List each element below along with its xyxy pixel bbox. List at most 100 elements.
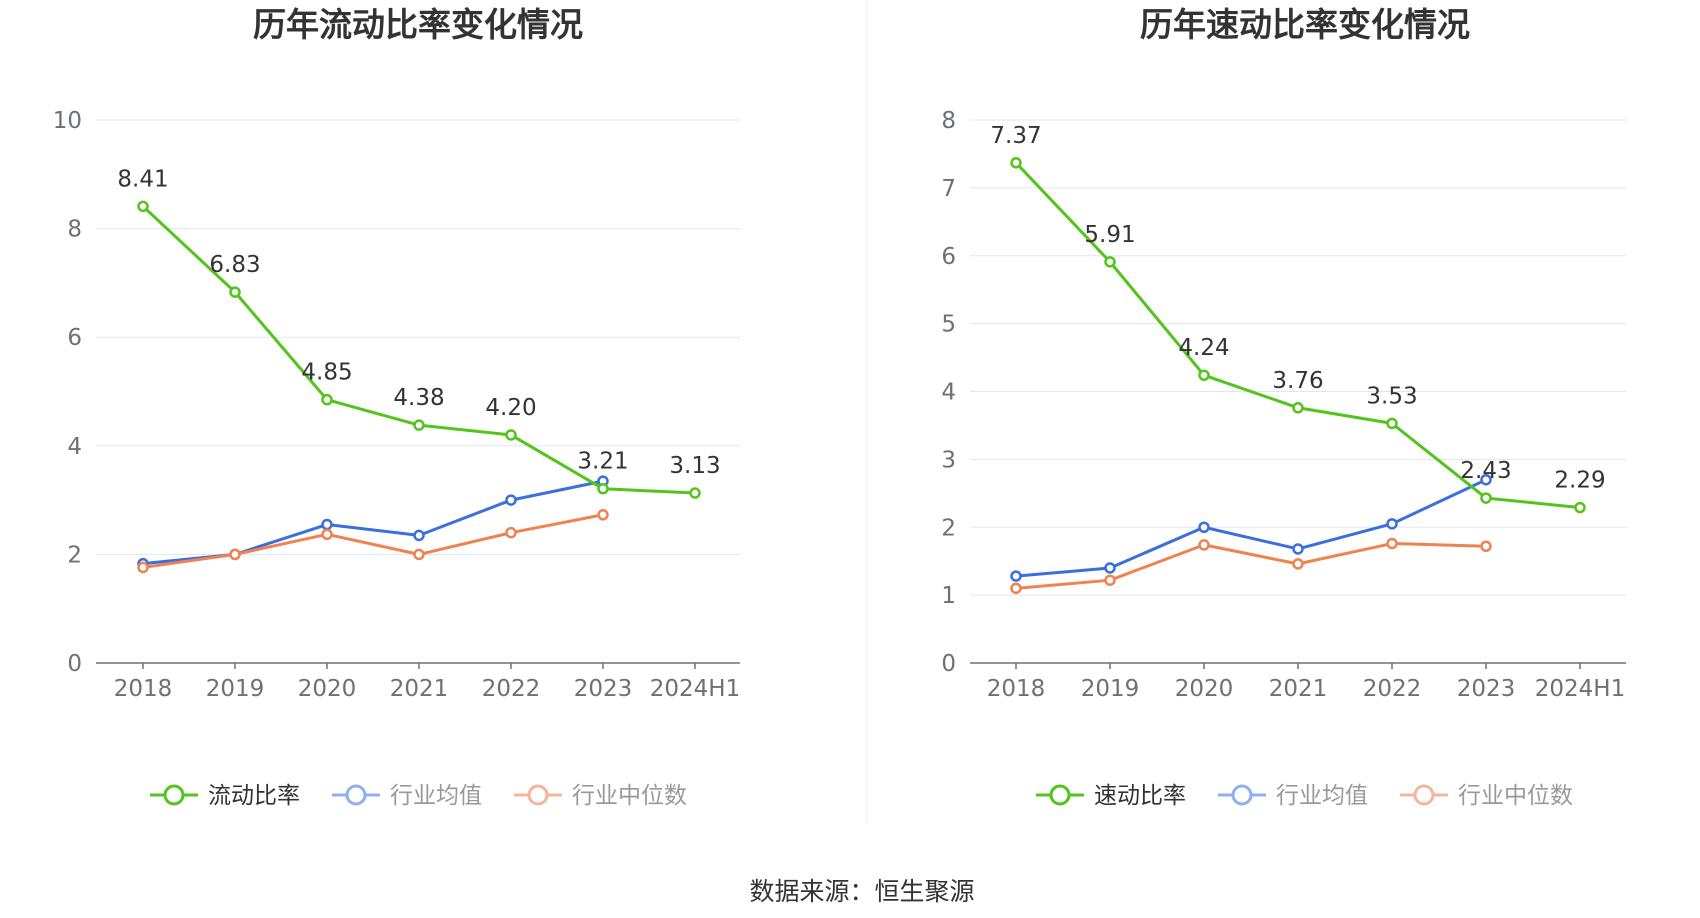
y-tick-label: 7 bbox=[941, 176, 956, 202]
data-point bbox=[1386, 417, 1398, 430]
legend-item-1[interactable]: 速动比率 bbox=[1036, 783, 1186, 809]
data-point bbox=[1010, 582, 1022, 595]
x-tick-label: 2020 bbox=[1175, 676, 1234, 702]
y-tick-label: 3 bbox=[941, 447, 956, 473]
source-note: 数据来源：恒生聚源 bbox=[749, 877, 974, 906]
x-tick-label: 2021 bbox=[1269, 676, 1328, 702]
chart-title: 历年速动比率变化情况 bbox=[1140, 5, 1470, 44]
series-line-1 bbox=[1014, 161, 1581, 510]
data-point bbox=[1480, 473, 1492, 486]
chart-panel-2: 历年速动比率变化情况 0 1 2 3 4 5 6 7 8 2018 2019 2020 2021 2022 2… bbox=[941, 5, 1626, 809]
data-point bbox=[321, 518, 333, 531]
data-point bbox=[1292, 558, 1304, 570]
legend-marker bbox=[163, 784, 185, 806]
legend-label: 行业中位数 bbox=[1458, 783, 1573, 809]
legend-item-2[interactable]: 行业均值 bbox=[1218, 783, 1368, 809]
legend-item-1[interactable]: 流动比率 bbox=[150, 783, 300, 809]
data-label: 4.20 bbox=[485, 395, 536, 421]
y-tick-label: 10 bbox=[53, 108, 82, 134]
legend-label: 速动比率 bbox=[1094, 783, 1186, 809]
legend-label: 行业均值 bbox=[390, 783, 482, 809]
series-line-2 bbox=[142, 479, 604, 566]
y-tick-label: 4 bbox=[67, 434, 82, 460]
data-point bbox=[1198, 521, 1210, 533]
data-label: 4.24 bbox=[1178, 335, 1229, 361]
legend-marker bbox=[1413, 784, 1435, 806]
data-point bbox=[1480, 492, 1492, 504]
data-label: 2.43 bbox=[1460, 458, 1511, 484]
data-point bbox=[505, 429, 517, 441]
legend-marker bbox=[345, 784, 367, 806]
x-tick-label: 2019 bbox=[206, 676, 265, 702]
data-point bbox=[321, 393, 333, 406]
data-point bbox=[505, 526, 517, 539]
data-point bbox=[597, 509, 609, 521]
data-label: 3.76 bbox=[1272, 368, 1323, 394]
data-point bbox=[1292, 402, 1304, 414]
x-tick-label: 2021 bbox=[390, 676, 449, 702]
data-point bbox=[1292, 543, 1304, 555]
data-label: 7.37 bbox=[990, 123, 1041, 149]
y-tick-label: 6 bbox=[67, 325, 82, 351]
chart-title: 历年流动比率变化情况 bbox=[253, 5, 583, 44]
x-tick-label: 2024H1 bbox=[1535, 676, 1625, 702]
series-line-2 bbox=[1015, 478, 1487, 578]
data-point bbox=[1104, 256, 1116, 268]
data-label: 4.38 bbox=[393, 385, 444, 411]
data-point bbox=[413, 529, 425, 542]
data-point bbox=[1010, 570, 1022, 582]
x-tick-label: 2019 bbox=[1081, 676, 1140, 702]
data-point bbox=[229, 548, 241, 561]
data-point bbox=[413, 419, 425, 431]
data-point bbox=[1010, 157, 1022, 169]
data-label: 4.85 bbox=[301, 360, 352, 386]
legend-label: 行业均值 bbox=[1276, 783, 1368, 809]
data-label: 8.41 bbox=[117, 166, 168, 192]
data-point bbox=[1104, 574, 1116, 586]
data-point bbox=[505, 494, 517, 506]
data-point bbox=[321, 528, 333, 541]
data-label: 2.29 bbox=[1554, 468, 1605, 494]
y-tick-label: 5 bbox=[941, 312, 956, 338]
data-point bbox=[137, 561, 149, 574]
series-line-3 bbox=[1015, 542, 1487, 590]
legend-label: 流动比率 bbox=[208, 783, 300, 809]
legend-marker bbox=[1049, 784, 1071, 806]
chart-panel-1: 历年流动比率变化情况 0 2 4 6 8 10 2018 2019 2020 2021 2022 202… bbox=[53, 5, 741, 809]
data-point bbox=[1386, 537, 1398, 550]
y-tick-label: 1 bbox=[941, 583, 956, 609]
data-point bbox=[597, 482, 609, 495]
x-tick-label: 2018 bbox=[987, 676, 1046, 702]
y-tick-label: 2 bbox=[941, 515, 956, 541]
y-tick-label: 8 bbox=[67, 217, 82, 243]
series-line-3 bbox=[142, 513, 604, 569]
data-point bbox=[1198, 369, 1210, 381]
legend-marker bbox=[1231, 784, 1253, 806]
legend-item-2[interactable]: 行业均值 bbox=[332, 783, 482, 809]
legend-label: 行业中位数 bbox=[572, 783, 687, 809]
data-point bbox=[229, 286, 241, 298]
data-label: 3.13 bbox=[669, 453, 720, 479]
x-tick-label: 2024H1 bbox=[650, 676, 740, 702]
legend-item-3[interactable]: 行业中位数 bbox=[514, 783, 687, 809]
data-point bbox=[137, 200, 149, 213]
x-tick-label: 2023 bbox=[1457, 676, 1516, 702]
x-tick-label: 2023 bbox=[574, 676, 633, 702]
data-point bbox=[1574, 501, 1586, 514]
legend-marker bbox=[527, 784, 549, 806]
x-tick-label: 2022 bbox=[1363, 676, 1422, 702]
data-label: 5.91 bbox=[1084, 222, 1135, 248]
data-label: 6.83 bbox=[209, 252, 260, 278]
y-tick-label: 4 bbox=[941, 380, 956, 406]
y-tick-label: 8 bbox=[941, 108, 956, 134]
y-tick-label: 0 bbox=[941, 651, 956, 677]
legend-item-3[interactable]: 行业中位数 bbox=[1400, 783, 1573, 809]
y-tick-label: 0 bbox=[67, 651, 82, 677]
x-tick-label: 2020 bbox=[298, 676, 357, 702]
data-point bbox=[1480, 540, 1492, 553]
data-point bbox=[689, 487, 701, 499]
x-tick-label: 2018 bbox=[114, 676, 173, 702]
data-point bbox=[413, 548, 425, 561]
data-point bbox=[1386, 518, 1398, 530]
